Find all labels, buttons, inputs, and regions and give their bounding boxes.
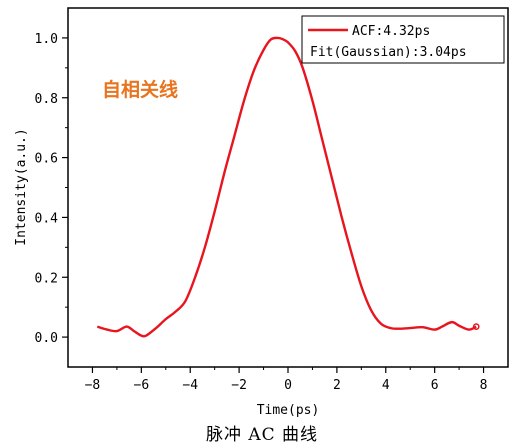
legend-box	[301, 15, 505, 64]
chart-annotation: 自相关线	[102, 78, 178, 101]
series-end-point	[472, 323, 480, 330]
y-axis-title: Intensity(a.u.)	[14, 128, 29, 245]
x-tick-label: 0	[284, 378, 292, 393]
x-tick-label: 6	[431, 378, 439, 393]
y-tick-label: 0.2	[35, 271, 58, 286]
figure-caption: 脉冲 AC 曲线	[205, 425, 319, 445]
series-layer	[96, 36, 480, 338]
y-tick-label: 0.0	[35, 331, 58, 346]
legend-label-fit: Fit(Gaussian):3.04ps	[310, 45, 467, 60]
x-tick-label: −6	[134, 378, 150, 393]
x-tick-label: 2	[333, 378, 341, 393]
x-tick-label: −8	[85, 378, 101, 393]
series-line-acf	[96, 36, 477, 338]
x-axis-title: Time(ps)	[257, 403, 320, 418]
x-tick-label: −4	[182, 378, 198, 393]
x-tick-label: 4	[382, 378, 390, 393]
y-axis-ticks: 0.0 0.2 0.4 0.6 0.8 1.0	[35, 32, 68, 346]
y-tick-label: 0.8	[35, 92, 58, 107]
y-tick-label: 1.0	[35, 32, 58, 47]
x-axis-ticks: −8 −6 −4 −2 0 2 4 6 8	[85, 367, 488, 393]
x-tick-label: −2	[231, 378, 247, 393]
legend: ACF:4.32ps Fit(Gaussian):3.04ps	[301, 15, 505, 64]
legend-label-acf: ACF:4.32ps	[352, 24, 430, 39]
y-tick-label: 0.4	[35, 211, 59, 226]
x-tick-label: 8	[480, 378, 488, 393]
y-tick-label: 0.6	[35, 152, 58, 167]
